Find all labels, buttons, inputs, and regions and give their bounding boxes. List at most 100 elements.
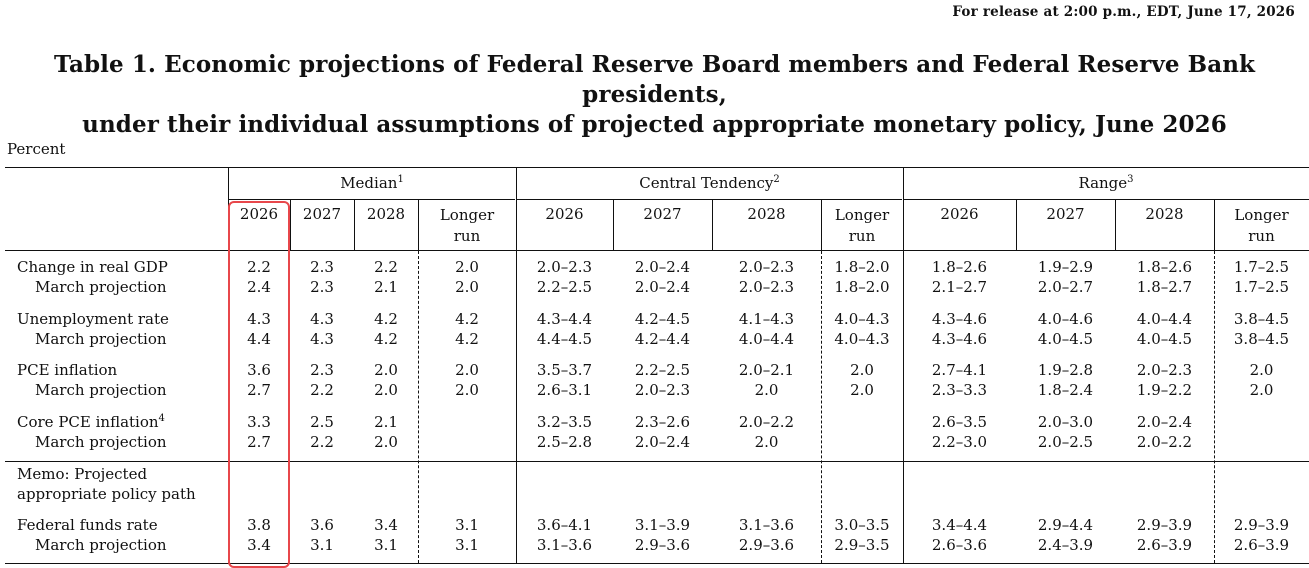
row-label: PCE inflation bbox=[17, 360, 117, 380]
table-cell: 4.0–4.5 bbox=[1037, 330, 1094, 348]
table-cell: 2.0–2.2 bbox=[738, 413, 795, 431]
year-header: 2026 bbox=[239, 205, 279, 223]
table-cell: 3.6 bbox=[247, 361, 271, 379]
memo-label-line2: appropriate policy path bbox=[17, 485, 196, 503]
table-cell: 1.8–2.4 bbox=[1037, 381, 1094, 399]
group-underline-central bbox=[517, 199, 902, 200]
group-divider bbox=[903, 167, 904, 564]
group-underline-range bbox=[904, 199, 1309, 200]
row-label: Federal funds rate bbox=[17, 515, 158, 535]
row-label: March projection bbox=[35, 277, 167, 297]
release-notice: For release at 2:00 p.m., EDT, June 17, … bbox=[952, 4, 1295, 20]
table-cell: 3.1–3.9 bbox=[634, 516, 691, 534]
table-cell: 3.1–3.6 bbox=[738, 516, 795, 534]
row-label-text: Change in real GDP bbox=[17, 258, 168, 276]
year-header: 2027 bbox=[643, 205, 682, 223]
table-top-rule bbox=[5, 167, 1309, 169]
table-cell: 4.0–4.4 bbox=[1136, 310, 1193, 328]
table-cell: 2.6–3.9 bbox=[1233, 536, 1290, 554]
year-divider bbox=[1016, 199, 1017, 250]
table-cell: 2.0 bbox=[455, 361, 479, 379]
table-cell: 2.6–3.1 bbox=[536, 381, 593, 399]
group-header-text: Median bbox=[340, 174, 398, 192]
unit-label: Percent bbox=[7, 140, 66, 158]
table-cell: 3.8–4.5 bbox=[1233, 330, 1290, 348]
table-cell: 2.0 bbox=[455, 381, 479, 399]
table-cell: 2.4–3.9 bbox=[1037, 536, 1094, 554]
table-cell: 2.7 bbox=[247, 381, 271, 399]
table-cell: 2.3 bbox=[310, 278, 334, 296]
table-cell: 2.0–2.3 bbox=[634, 381, 691, 399]
table-cell: 2.5–2.8 bbox=[536, 433, 593, 451]
table-cell: 3.4 bbox=[374, 516, 398, 534]
table-cell: 1.8–2.6 bbox=[931, 258, 988, 276]
group-header-range: Range3 bbox=[903, 172, 1309, 194]
table-cell: 3.6 bbox=[310, 516, 334, 534]
table-cell: 3.5–3.7 bbox=[536, 361, 593, 379]
table-cell: 4.3–4.4 bbox=[536, 310, 593, 328]
table-cell: 2.0 bbox=[754, 381, 779, 399]
table-title: Table 1. Economic projections of Federal… bbox=[0, 50, 1309, 140]
table-cell: 2.0–2.5 bbox=[1037, 433, 1094, 451]
table-cell: 2.0–3.0 bbox=[1037, 413, 1094, 431]
table-cell: 2.3–2.6 bbox=[634, 413, 691, 431]
table-cell: 1.8–2.0 bbox=[834, 258, 890, 276]
table-cell: 1.8–2.6 bbox=[1136, 258, 1193, 276]
table-cell: 2.0 bbox=[850, 381, 874, 399]
table-cell: 4.3 bbox=[310, 310, 334, 328]
table-cell: 2.0–2.4 bbox=[634, 278, 691, 296]
longer-run-dashed-divider bbox=[418, 251, 419, 563]
table-cell: 2.6–3.5 bbox=[931, 413, 988, 431]
table-cell: 4.4–4.5 bbox=[536, 330, 593, 348]
table-cell: 1.9–2.2 bbox=[1136, 381, 1193, 399]
row-label-text: March projection bbox=[35, 278, 167, 296]
table-cell: 4.2 bbox=[455, 330, 479, 348]
table-cell: 2.0 bbox=[1249, 381, 1274, 399]
table-cell: 1.8–2.7 bbox=[1136, 278, 1193, 296]
memo-top-rule bbox=[5, 461, 1309, 462]
table-cell: 3.3 bbox=[247, 413, 271, 431]
row-label: Unemployment rate bbox=[17, 309, 169, 329]
row-label-text: Unemployment rate bbox=[17, 310, 169, 328]
table-cell: 2.0–2.7 bbox=[1037, 278, 1094, 296]
table-cell: 2.0 bbox=[374, 381, 398, 399]
table-cell: 4.2–4.5 bbox=[634, 310, 691, 328]
table-cell: 3.2–3.5 bbox=[536, 413, 593, 431]
table-cell: 2.0 bbox=[754, 433, 779, 451]
year-divider bbox=[418, 199, 419, 250]
row-label-text: March projection bbox=[35, 536, 167, 554]
table-cell: 2.2 bbox=[310, 433, 334, 451]
row-label: Change in real GDP bbox=[17, 257, 168, 277]
table-cell: 2.9–3.5 bbox=[834, 536, 890, 554]
row-label: March projection bbox=[35, 535, 167, 555]
year-header: 2028 bbox=[747, 205, 786, 223]
row-label-text: March projection bbox=[35, 330, 167, 348]
table-cell: 4.3 bbox=[310, 330, 334, 348]
year-header: 2027 bbox=[302, 205, 342, 223]
table-cell: 1.8–2.0 bbox=[834, 278, 890, 296]
table-cell: 2.4 bbox=[247, 278, 271, 296]
table-cell: 4.2 bbox=[374, 330, 398, 348]
row-label: Core PCE inflation4 bbox=[17, 412, 165, 432]
table-cell: 2.1 bbox=[374, 278, 398, 296]
table-cell: 3.6–4.1 bbox=[536, 516, 593, 534]
table-cell: 4.3–4.6 bbox=[931, 310, 988, 328]
table-cell: 3.1 bbox=[455, 536, 479, 554]
table-cell: 3.1 bbox=[374, 536, 398, 554]
footnote-marker: 1 bbox=[397, 174, 404, 185]
table-cell: 4.2 bbox=[374, 310, 398, 328]
row-label: March projection bbox=[35, 380, 167, 400]
table-cell: 4.0–4.3 bbox=[834, 330, 890, 348]
column-highlight bbox=[228, 201, 290, 568]
year-divider bbox=[1214, 199, 1215, 250]
table-cell: 1.9–2.9 bbox=[1037, 258, 1094, 276]
year-divider bbox=[1115, 199, 1116, 250]
table-cell: 2.0 bbox=[455, 278, 479, 296]
footnote-marker: 4 bbox=[158, 413, 165, 424]
table-cell: 3.8 bbox=[247, 516, 271, 534]
table-cell: 3.1 bbox=[455, 516, 479, 534]
header-bottom-rule bbox=[5, 250, 1309, 251]
longer-run-header-line2: run bbox=[453, 227, 481, 245]
table-cell: 2.0–2.4 bbox=[1136, 413, 1193, 431]
year-divider bbox=[712, 199, 713, 250]
